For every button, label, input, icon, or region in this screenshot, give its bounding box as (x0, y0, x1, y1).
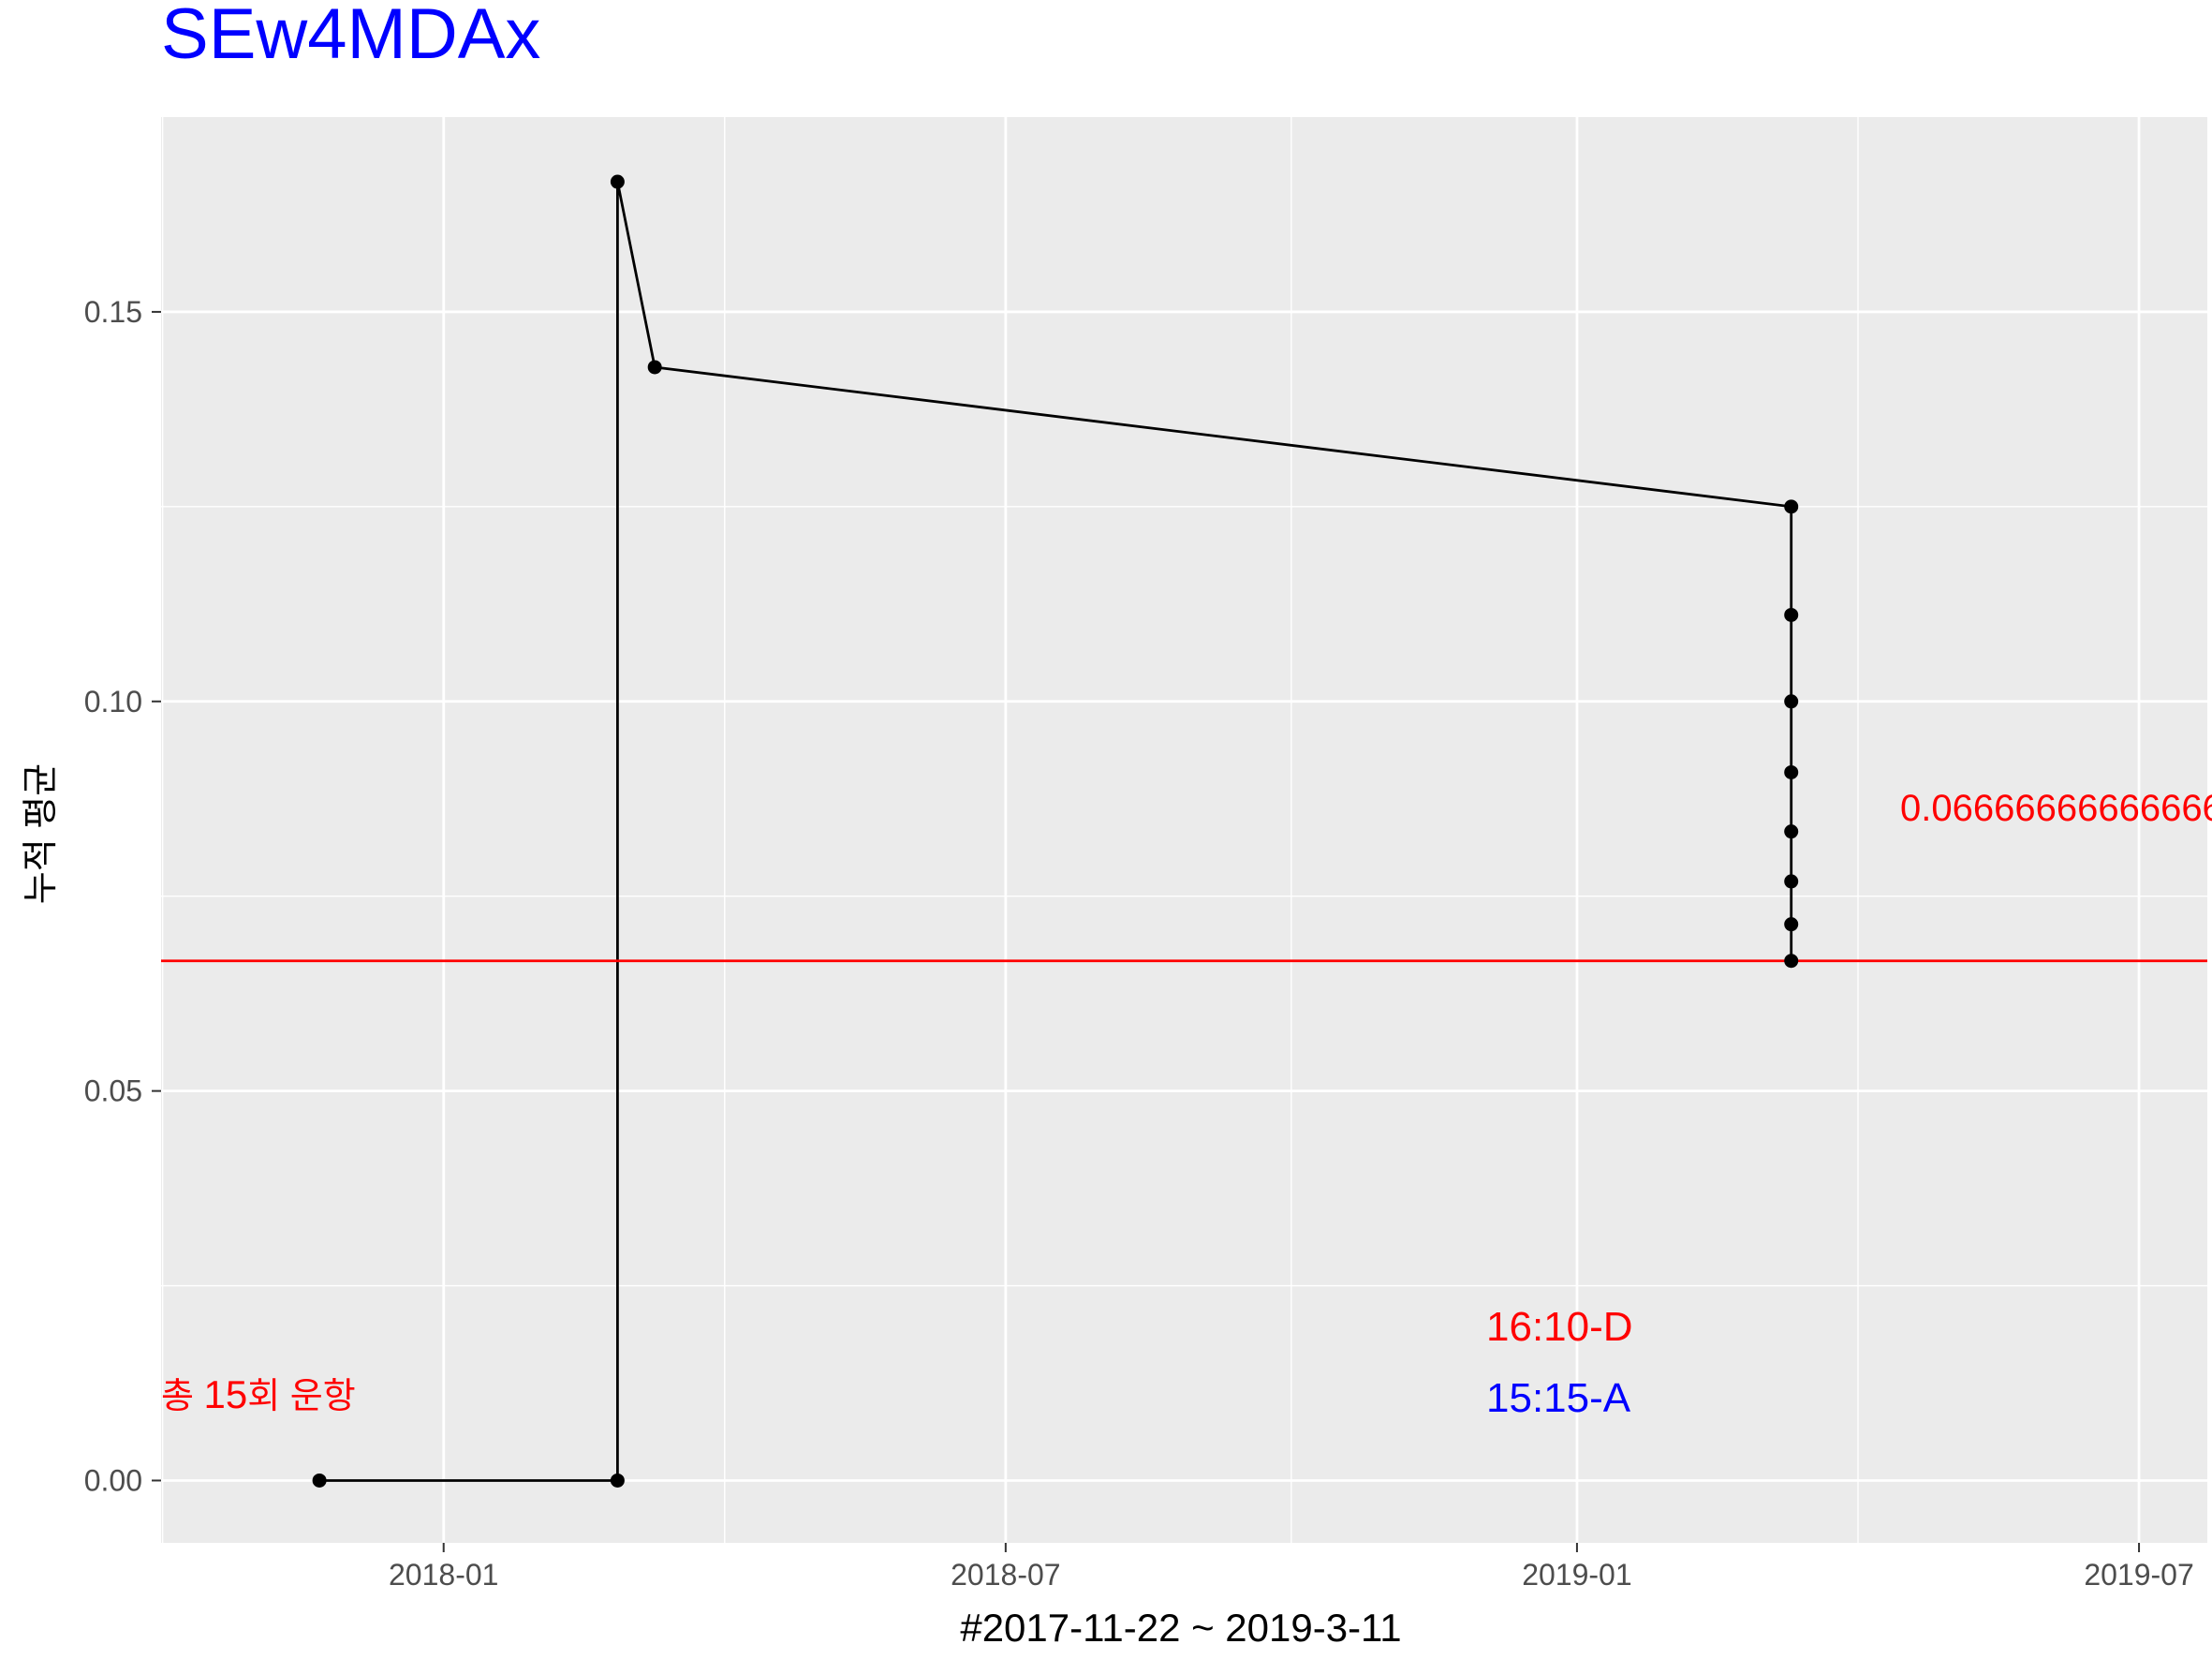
x-tick-label: 2018-01 (389, 1558, 498, 1592)
data-point (610, 174, 625, 189)
chart-title: SEw4MDAx (161, 0, 540, 74)
data-point (1784, 874, 1799, 889)
data-point (312, 1473, 327, 1488)
data-point (647, 360, 662, 375)
x-tick-label: 2019-01 (1522, 1558, 1631, 1592)
total-count: 15 (204, 1372, 248, 1416)
y-tick-label: 0.05 (84, 1074, 142, 1108)
x-axis: 2018-01 2018-07 2019-01 2019-07 (389, 1543, 2194, 1592)
grid-minor (161, 117, 2207, 1543)
hline-label-layer: 0.0666666666666667 (1900, 788, 2212, 829)
x-tick-label: 2018-07 (951, 1558, 1060, 1592)
y-axis-label: 누적 평균 (22, 763, 61, 904)
points-layer (312, 174, 1799, 1488)
total-prefix: 총 (161, 1377, 204, 1416)
time-annotation-red: 16:10-D (1486, 1304, 1633, 1350)
x-axis-label: #2017-11-22 ~ 2019-3-11 (960, 1606, 1401, 1650)
data-point (1784, 824, 1799, 839)
plot-panel (161, 117, 2207, 1543)
total-suffix: 회 운항 (247, 1377, 355, 1416)
data-point (1784, 954, 1799, 969)
y-axis: 0.00 0.05 0.10 0.15 (84, 295, 161, 1497)
time-annotation-blue: 15:15-A (1486, 1375, 1631, 1421)
data-point (1784, 694, 1799, 709)
data-point (1784, 764, 1799, 779)
y-tick-label: 0.15 (84, 295, 142, 329)
total-flights-annotation: 총 15회 운항 (161, 1372, 356, 1416)
series-layer (319, 180, 1793, 1482)
mean-hline-label: 0.0666666666666667 (1900, 788, 2212, 829)
data-point (1784, 499, 1799, 514)
series-line (319, 180, 1793, 1482)
x-tick-label: 2019-07 (2084, 1558, 2193, 1592)
data-point (1784, 607, 1799, 622)
data-point (610, 1473, 625, 1488)
y-tick-label: 0.10 (84, 685, 142, 718)
y-tick-label: 0.00 (84, 1463, 142, 1497)
data-point (1784, 917, 1799, 932)
